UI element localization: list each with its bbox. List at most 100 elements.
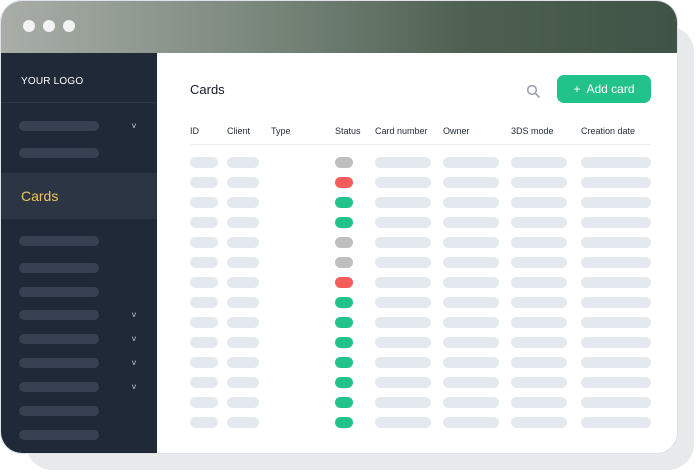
status-badge (335, 157, 353, 168)
app-window: YOUR LOGO ˅ ˅ ˅ ˅ ˅ Cards Cards + Add card I… (0, 0, 678, 454)
cell-placeholder (375, 237, 431, 248)
column-header[interactable]: Type (271, 126, 291, 136)
table-row[interactable] (157, 377, 677, 389)
add-card-button[interactable]: + Add card (557, 75, 651, 103)
sidebar-item-placeholder[interactable] (19, 382, 99, 392)
sidebar-item-placeholder[interactable] (19, 358, 99, 368)
column-header[interactable]: Card number (375, 126, 428, 136)
cell-placeholder (227, 377, 259, 388)
sidebar-item-placeholder[interactable] (19, 236, 99, 246)
sidebar-item-placeholder[interactable] (19, 287, 99, 297)
cell-placeholder (581, 357, 651, 368)
sidebar-item-placeholder[interactable] (19, 310, 99, 320)
cell-placeholder (375, 337, 431, 348)
window-dot-icon[interactable] (43, 20, 55, 32)
table-row[interactable] (157, 397, 677, 409)
table-row[interactable] (157, 297, 677, 309)
cell-placeholder (443, 157, 499, 168)
cell-placeholder (443, 197, 499, 208)
cell-placeholder (375, 197, 431, 208)
table-row[interactable] (157, 177, 677, 189)
cell-placeholder (227, 197, 259, 208)
table-row[interactable] (157, 197, 677, 209)
cell-placeholder (375, 157, 431, 168)
cell-placeholder (190, 417, 218, 428)
column-header[interactable]: Owner (443, 126, 470, 136)
cell-placeholder (443, 377, 499, 388)
cell-placeholder (581, 317, 651, 328)
cell-placeholder (581, 277, 651, 288)
chevron-down-icon[interactable]: ˅ (131, 382, 137, 392)
cell-placeholder (581, 177, 651, 188)
cell-placeholder (375, 257, 431, 268)
sidebar-item-placeholder[interactable] (19, 263, 99, 273)
cell-placeholder (511, 257, 567, 268)
divider (1, 102, 157, 103)
cell-placeholder (511, 337, 567, 348)
cell-placeholder (227, 417, 259, 428)
status-badge (335, 277, 353, 288)
table-row[interactable] (157, 417, 677, 429)
column-header[interactable]: Client (227, 126, 251, 136)
cell-placeholder (581, 217, 651, 228)
cell-placeholder (227, 217, 259, 228)
cell-placeholder (227, 157, 259, 168)
cell-placeholder (227, 337, 259, 348)
sidebar-item-placeholder[interactable] (19, 430, 99, 440)
table-row[interactable] (157, 317, 677, 329)
sidebar-item-placeholder[interactable] (19, 334, 99, 344)
column-header[interactable]: Status (335, 126, 361, 136)
sidebar-item-placeholder[interactable] (19, 148, 99, 158)
cell-placeholder (227, 357, 259, 368)
table-row[interactable] (157, 357, 677, 369)
cell-placeholder (375, 357, 431, 368)
column-header[interactable]: 3DS mode (511, 126, 554, 136)
table-row[interactable] (157, 157, 677, 169)
cell-placeholder (375, 297, 431, 308)
table-row[interactable] (157, 337, 677, 349)
window-dot-icon[interactable] (23, 20, 35, 32)
cell-placeholder (443, 237, 499, 248)
chevron-down-icon[interactable]: ˅ (131, 310, 137, 320)
cell-placeholder (190, 197, 218, 208)
table-row[interactable] (157, 277, 677, 289)
status-badge (335, 377, 353, 388)
logo: YOUR LOGO (21, 76, 84, 87)
cell-placeholder (511, 177, 567, 188)
table-row[interactable] (157, 257, 677, 269)
status-badge (335, 257, 353, 268)
column-header[interactable]: ID (190, 126, 199, 136)
cell-placeholder (375, 177, 431, 188)
column-header[interactable]: Creation date (581, 126, 636, 136)
table-row[interactable] (157, 217, 677, 229)
status-badge (335, 357, 353, 368)
search-icon[interactable] (526, 84, 540, 98)
sidebar-item-cards[interactable]: Cards (1, 173, 157, 219)
table-row[interactable] (157, 237, 677, 249)
cell-placeholder (375, 417, 431, 428)
sidebar-item-placeholder[interactable] (19, 121, 99, 131)
cell-placeholder (443, 217, 499, 228)
title-bar (1, 1, 677, 53)
status-badge (335, 177, 353, 188)
header-divider (190, 144, 651, 145)
status-badge (335, 337, 353, 348)
status-badge (335, 317, 353, 328)
cell-placeholder (443, 317, 499, 328)
cell-placeholder (511, 157, 567, 168)
status-badge (335, 197, 353, 208)
cell-placeholder (511, 217, 567, 228)
cell-placeholder (375, 217, 431, 228)
window-dot-icon[interactable] (63, 20, 75, 32)
chevron-down-icon[interactable]: ˅ (131, 334, 137, 344)
cell-placeholder (190, 237, 218, 248)
cell-placeholder (581, 297, 651, 308)
chevron-down-icon[interactable]: ˅ (131, 358, 137, 368)
sidebar-item-placeholder[interactable] (19, 406, 99, 416)
sidebar: YOUR LOGO ˅ ˅ ˅ ˅ ˅ Cards (1, 53, 157, 453)
cell-placeholder (227, 297, 259, 308)
cell-placeholder (581, 337, 651, 348)
status-badge (335, 417, 353, 428)
chevron-down-icon[interactable]: ˅ (131, 121, 137, 131)
cell-placeholder (511, 237, 567, 248)
